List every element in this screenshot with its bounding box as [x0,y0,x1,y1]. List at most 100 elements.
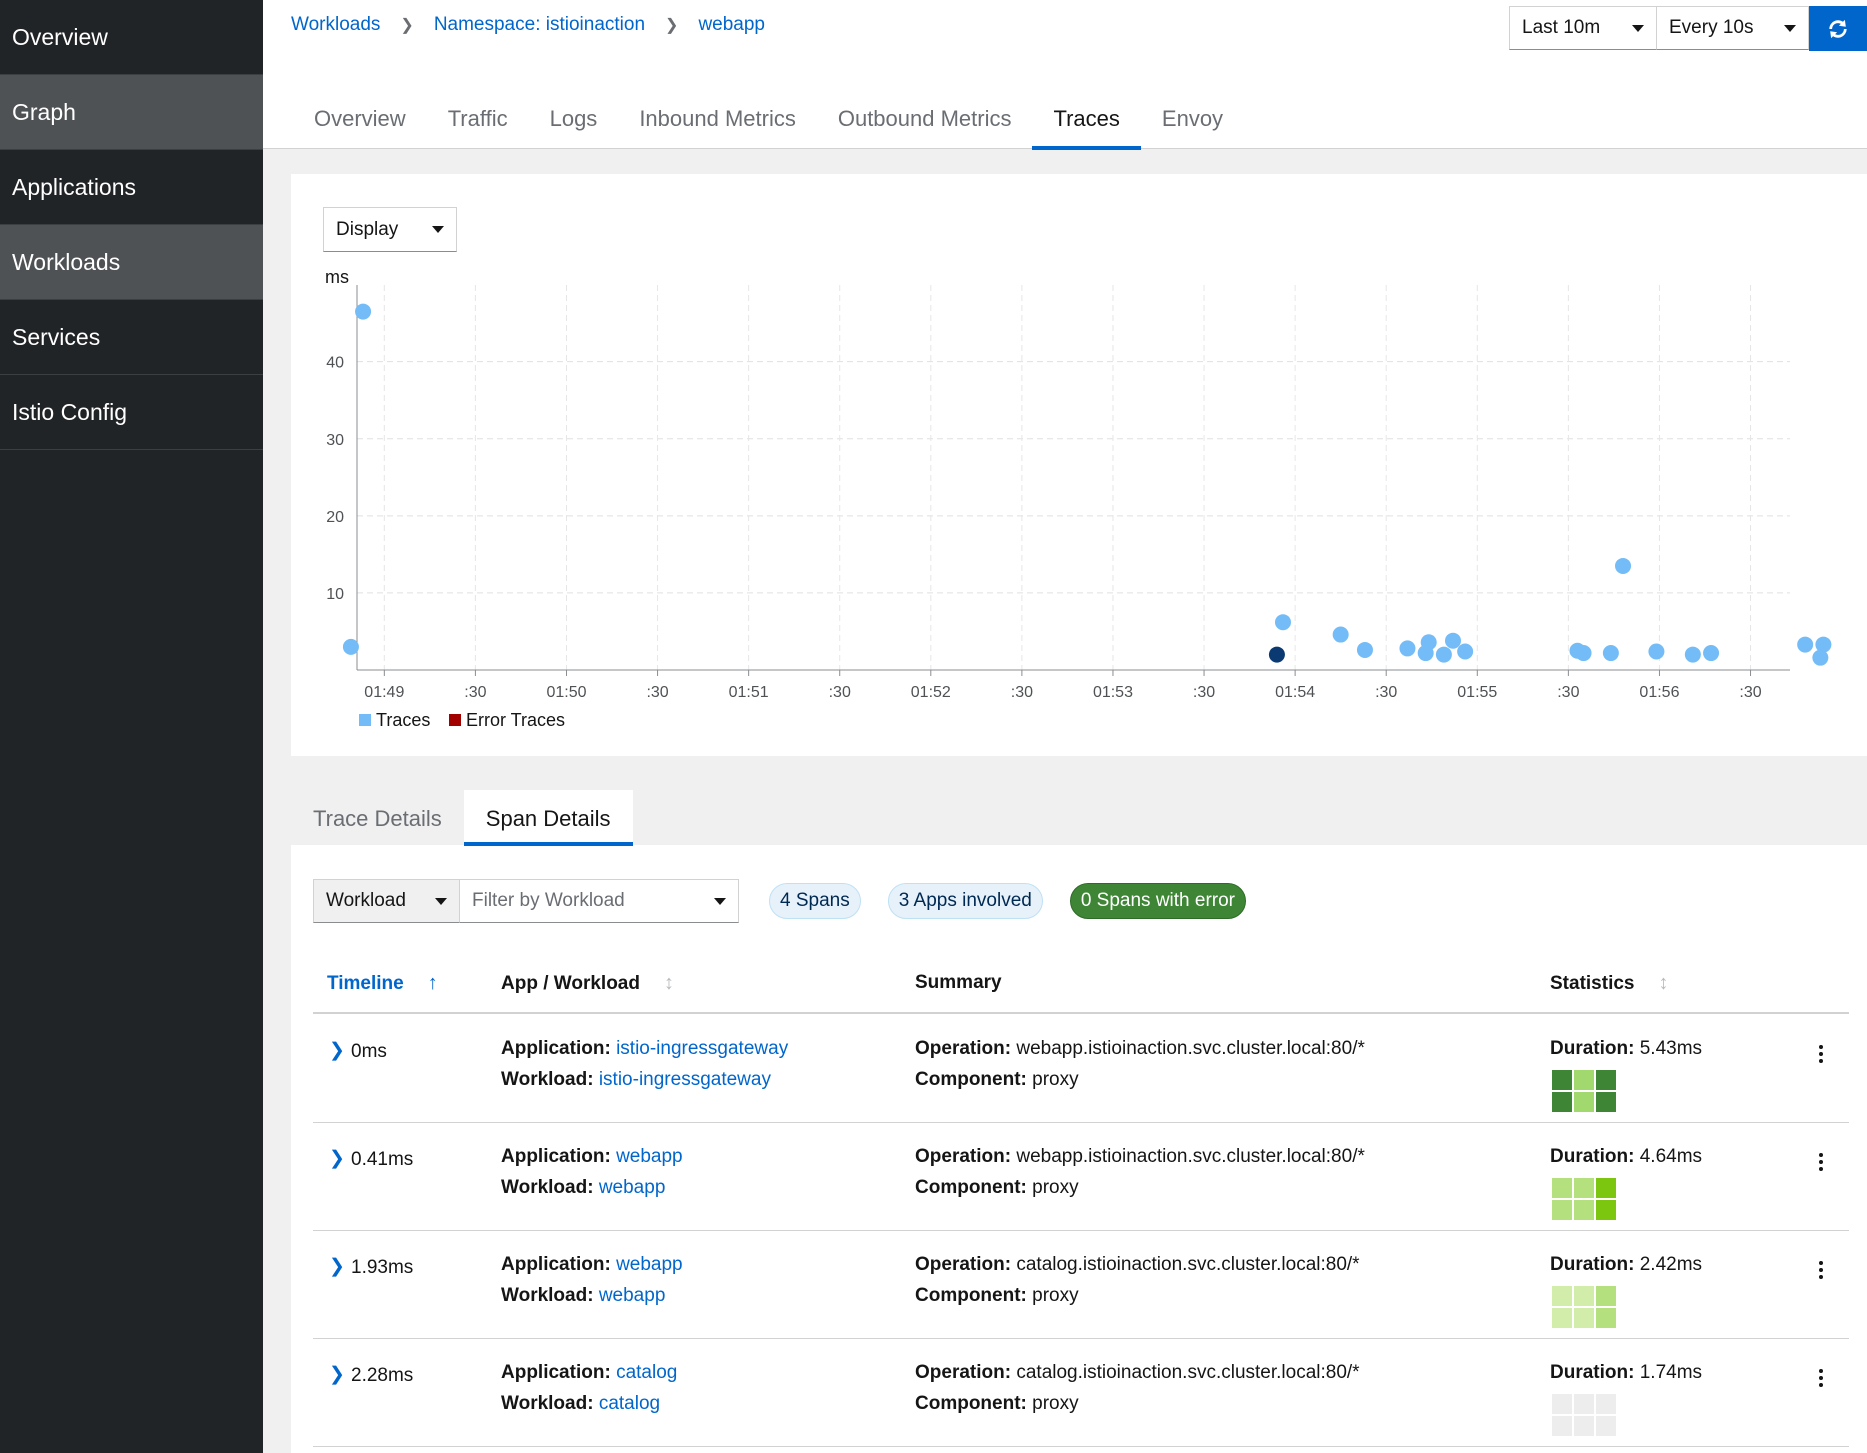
caret-down-icon [1632,24,1644,32]
expand-chevron-icon[interactable]: ❯ [329,1040,345,1061]
sidebar-item-graph[interactable]: Graph [0,75,263,150]
span-statistics: Duration: 5.43ms [1550,1033,1702,1064]
trace-point[interactable] [1420,634,1437,651]
display-select[interactable]: Display [323,207,457,252]
tab-trace-details[interactable]: Trace Details [313,806,442,831]
refresh-button[interactable] [1809,6,1867,51]
trace-point[interactable] [342,638,359,655]
caret-down-icon [1784,24,1796,32]
trace-point[interactable] [1615,557,1632,574]
column-header-app-workload[interactable]: App / Workload ↕ [501,972,674,995]
trace-point[interactable] [1575,645,1592,662]
kebab-menu-icon[interactable] [1811,1045,1831,1063]
chevron-right-icon: ❯ [665,17,679,34]
sidebar-item-applications[interactable]: Applications [0,150,263,225]
trace-point[interactable] [1435,646,1452,663]
table-row[interactable]: ❯ 2.28ms Application: catalog Workload: cat… [313,1339,1849,1447]
breadcrumb-namespace[interactable]: Namespace: istioinaction [433,14,646,35]
kebab-menu-icon[interactable] [1811,1369,1831,1387]
time-range-select[interactable]: Last 10m [1509,6,1657,50]
trace-point[interactable] [1332,626,1349,643]
breadcrumb-webapp[interactable]: webapp [698,14,765,35]
details-tabs: Trace Details Span Details [291,790,633,846]
trace-point[interactable] [1703,645,1720,662]
breadcrumb-workloads[interactable]: Workloads [291,14,381,35]
trace-point[interactable] [355,303,372,320]
span-timeline: 0ms [351,1041,387,1062]
component-value: proxy [1032,1393,1079,1414]
sync-icon [1829,19,1847,38]
column-header-statistics[interactable]: Statistics ↕ [1550,972,1668,995]
sidebar-item-overview[interactable]: Overview [0,0,263,75]
expand-chevron-icon[interactable]: ❯ [329,1364,345,1385]
trace-point[interactable] [1684,646,1701,663]
workload-link[interactable]: catalog [598,1393,661,1414]
workload-link[interactable]: webapp [598,1177,666,1198]
component-value: proxy [1032,1177,1079,1198]
tab-inbound-metrics[interactable]: Inbound Metrics [639,106,796,131]
workload-link[interactable]: istio-ingressgateway [598,1069,771,1090]
trace-point[interactable] [1602,645,1619,662]
table-row[interactable]: ❯ 1.93ms Application: webapp Workload: weba… [313,1231,1849,1339]
span-app-workload: Application: istio-ingressgateway Workloa… [501,1033,788,1095]
duration-label: Duration: [1550,1254,1635,1275]
x-tick-label: :30 [464,684,486,701]
trace-point[interactable] [1274,614,1291,631]
component-label: Component: [915,1069,1027,1090]
spans-error-badge: 0 Spans with error [1069,883,1247,919]
tab-traces[interactable]: Traces [1032,100,1142,150]
trace-point[interactable] [1648,643,1665,660]
trace-point[interactable] [1457,643,1474,660]
application-label: Application: [501,1146,611,1167]
trace-point[interactable] [1445,632,1462,649]
duration-label: Duration: [1550,1362,1635,1383]
heatmap-cell [1574,1178,1594,1198]
tab-traffic[interactable]: Traffic [447,106,508,131]
application-link[interactable]: webapp [616,1146,683,1167]
application-link[interactable]: catalog [616,1362,678,1383]
table-row[interactable]: ❯ 0.41ms Application: webapp Workload: weba… [313,1123,1849,1231]
span-filter-row: Workload Filter by Workload 4 Spans 3 Ap… [313,879,1247,923]
main-content: Workloads ❯ Namespace: istioinaction ❯ w… [263,0,1867,1453]
legend-label: Traces [376,710,430,730]
filter-type-select[interactable]: Workload [313,879,460,923]
heatmap-cell [1552,1178,1572,1198]
span-summary: Operation: webapp.istioinaction.svc.clus… [915,1033,1365,1095]
traces-scatter-chart: ms 10 20 30 40 01:49:30 01:50:30 01:51:30 01:52:… [325,267,1832,730]
trace-point[interactable] [1268,646,1285,663]
tab-logs[interactable]: Logs [549,106,598,131]
application-label: Application: [501,1038,611,1059]
heatmap-cell [1596,1092,1616,1112]
span-timeline: 2.28ms [351,1365,414,1386]
trace-point[interactable] [1356,641,1373,658]
workload-link[interactable]: webapp [598,1285,666,1306]
expand-chevron-icon[interactable]: ❯ [329,1256,345,1277]
y-axis-label: ms [325,267,349,287]
workload-filter-select[interactable]: Filter by Workload [460,879,739,923]
span-summary: Operation: catalog.istioinaction.svc.clu… [915,1249,1360,1311]
sidebar-item-services[interactable]: Services [0,300,263,375]
tab-span-details[interactable]: Span Details [463,790,633,846]
span-statistics: Duration: 4.64ms [1550,1141,1702,1172]
trace-point[interactable] [1815,636,1832,653]
trace-point[interactable] [1812,649,1829,666]
sidebar-item-workloads[interactable]: Workloads [0,225,263,300]
tab-envoy[interactable]: Envoy [1161,106,1224,131]
application-link[interactable]: istio-ingressgateway [616,1038,789,1059]
column-header-timeline[interactable]: Timeline ↑ [327,972,438,995]
heatmap-cell [1552,1308,1572,1328]
application-link[interactable]: webapp [616,1254,683,1275]
tab-outbound-metrics[interactable]: Outbound Metrics [837,106,1012,131]
kebab-menu-icon[interactable] [1811,1261,1831,1279]
kebab-menu-icon[interactable] [1811,1153,1831,1171]
heatmap-cell [1596,1200,1616,1220]
tab-overview[interactable]: Overview [314,106,406,131]
trace-point[interactable] [1399,640,1416,657]
sidebar-item-istio-config[interactable]: Istio Config [0,375,263,450]
trace-point[interactable] [1797,636,1814,653]
table-row[interactable]: ❯ 0ms Application: istio-ingressgateway Wor… [313,1015,1849,1123]
expand-chevron-icon[interactable]: ❯ [329,1148,345,1169]
table-header-divider [313,1012,1849,1014]
heatmap-cell [1552,1200,1572,1220]
refresh-interval-select[interactable]: Every 10s [1657,6,1809,50]
